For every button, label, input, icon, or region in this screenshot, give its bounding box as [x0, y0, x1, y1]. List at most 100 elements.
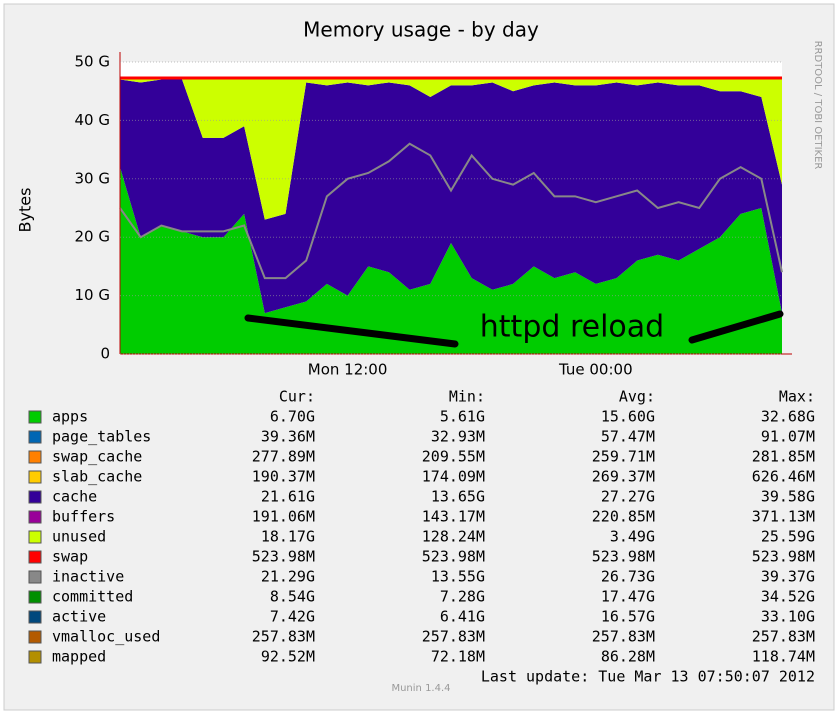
stat-value: 33.10G	[761, 608, 815, 626]
stat-value: 257.83M	[592, 628, 655, 646]
legend-swatch	[28, 630, 42, 644]
legend-label: cache	[52, 488, 97, 506]
legend-label: inactive	[52, 568, 124, 586]
legend-swatch	[28, 650, 42, 664]
legend-swatch	[28, 530, 42, 544]
stat-value: 16.57G	[601, 608, 655, 626]
legend-swatch	[28, 430, 42, 444]
stat-value: 259.71M	[592, 448, 655, 466]
stat-value: 209.55M	[422, 448, 485, 466]
stat-value: 91.07M	[761, 428, 815, 446]
legend-label: buffers	[52, 508, 115, 526]
y-axis-label: Bytes	[16, 188, 35, 233]
stat-value: 26.73G	[601, 568, 655, 586]
stat-value: 523.98M	[422, 548, 485, 566]
stat-value: 174.09M	[422, 468, 485, 486]
stat-value: 57.47M	[601, 428, 655, 446]
stat-value: 6.41G	[440, 608, 485, 626]
stat-value: 257.83M	[752, 628, 815, 646]
stat-value: 371.13M	[752, 508, 815, 526]
legend-label: active	[52, 608, 106, 626]
stat-value: 191.06M	[252, 508, 315, 526]
stat-value: 32.68G	[761, 408, 815, 426]
stat-value: 626.46M	[752, 468, 815, 486]
annotation: httpd reload	[480, 310, 664, 345]
stat-header: Min:	[449, 388, 485, 406]
stat-value: 21.29G	[261, 568, 315, 586]
stat-value: 21.61G	[261, 488, 315, 506]
stat-value: 143.17M	[422, 508, 485, 526]
legend-swatch	[28, 450, 42, 464]
stat-value: 13.65G	[431, 488, 485, 506]
stat-value: 523.98M	[252, 548, 315, 566]
y-tick-label: 40 G	[75, 111, 110, 129]
stat-value: 32.93M	[431, 428, 485, 446]
stat-value: 6.70G	[270, 408, 315, 426]
stat-value: 7.28G	[440, 588, 485, 606]
legend-label: mapped	[52, 648, 106, 666]
legend-swatch	[28, 610, 42, 624]
area	[120, 76, 782, 80]
y-tick-label: 10 G	[75, 286, 110, 304]
area	[120, 79, 782, 314]
stat-value: 86.28M	[601, 648, 655, 666]
stat-value: 39.58G	[761, 488, 815, 506]
stat-value: 269.37M	[592, 468, 655, 486]
stat-value: 72.18M	[431, 648, 485, 666]
y-tick-label: 50 G	[75, 53, 110, 71]
y-tick-label: 20 G	[75, 228, 110, 246]
legend-label: slab_cache	[52, 468, 142, 486]
side-text: RRDTOOL / TOBI OETIKER	[812, 41, 823, 170]
stat-value: 220.85M	[592, 508, 655, 526]
stat-header: Cur:	[279, 388, 315, 406]
stat-header: Avg:	[619, 388, 655, 406]
stat-value: 523.98M	[592, 548, 655, 566]
x-tick-label: Tue 00:00	[558, 361, 633, 379]
chart-title: Memory usage - by day	[303, 18, 539, 42]
stat-value: 8.54G	[270, 588, 315, 606]
stat-value: 13.55G	[431, 568, 485, 586]
y-tick-label: 0	[100, 345, 110, 363]
stat-value: 34.52G	[761, 588, 815, 606]
stat-value: 190.37M	[252, 468, 315, 486]
stat-value: 17.47G	[601, 588, 655, 606]
stat-value: 118.74M	[752, 648, 815, 666]
legend-swatch	[28, 470, 42, 484]
stat-value: 7.42G	[270, 608, 315, 626]
stat-value: 277.89M	[252, 448, 315, 466]
stat-value: 128.24M	[422, 528, 485, 546]
stat-value: 25.59G	[761, 528, 815, 546]
stat-value: 257.83M	[252, 628, 315, 646]
legend-swatch	[28, 510, 42, 524]
legend-label: unused	[52, 528, 106, 546]
area	[120, 79, 782, 220]
legend-label: committed	[52, 588, 133, 606]
last-update: Last update: Tue Mar 13 07:50:07 2012	[481, 668, 815, 686]
legend-label: apps	[52, 408, 88, 426]
footer: Munin 1.4.4	[391, 683, 450, 694]
legend-label: swap_cache	[52, 448, 142, 466]
stat-value: 281.85M	[752, 448, 815, 466]
legend-label: vmalloc_used	[52, 628, 160, 646]
y-tick-label: 30 G	[75, 169, 110, 187]
line	[119, 142, 783, 280]
stat-value: 18.17G	[261, 528, 315, 546]
stat-value: 27.27G	[601, 488, 655, 506]
stat-value: 523.98M	[752, 548, 815, 566]
x-tick-label: Mon 12:00	[308, 361, 388, 379]
stat-header: Max:	[779, 388, 815, 406]
stat-value: 257.83M	[422, 628, 485, 646]
legend-swatch	[28, 490, 42, 504]
stat-value: 39.36M	[261, 428, 315, 446]
annotation-line	[688, 310, 784, 344]
legend-swatch	[28, 550, 42, 564]
legend-label: page_tables	[52, 428, 151, 446]
stat-value: 5.61G	[440, 408, 485, 426]
stat-value: 92.52M	[261, 648, 315, 666]
stat-value: 15.60G	[601, 408, 655, 426]
legend-label: swap	[52, 548, 88, 566]
legend-swatch	[28, 590, 42, 604]
legend-swatch	[28, 410, 42, 424]
stat-value: 3.49G	[610, 528, 655, 546]
